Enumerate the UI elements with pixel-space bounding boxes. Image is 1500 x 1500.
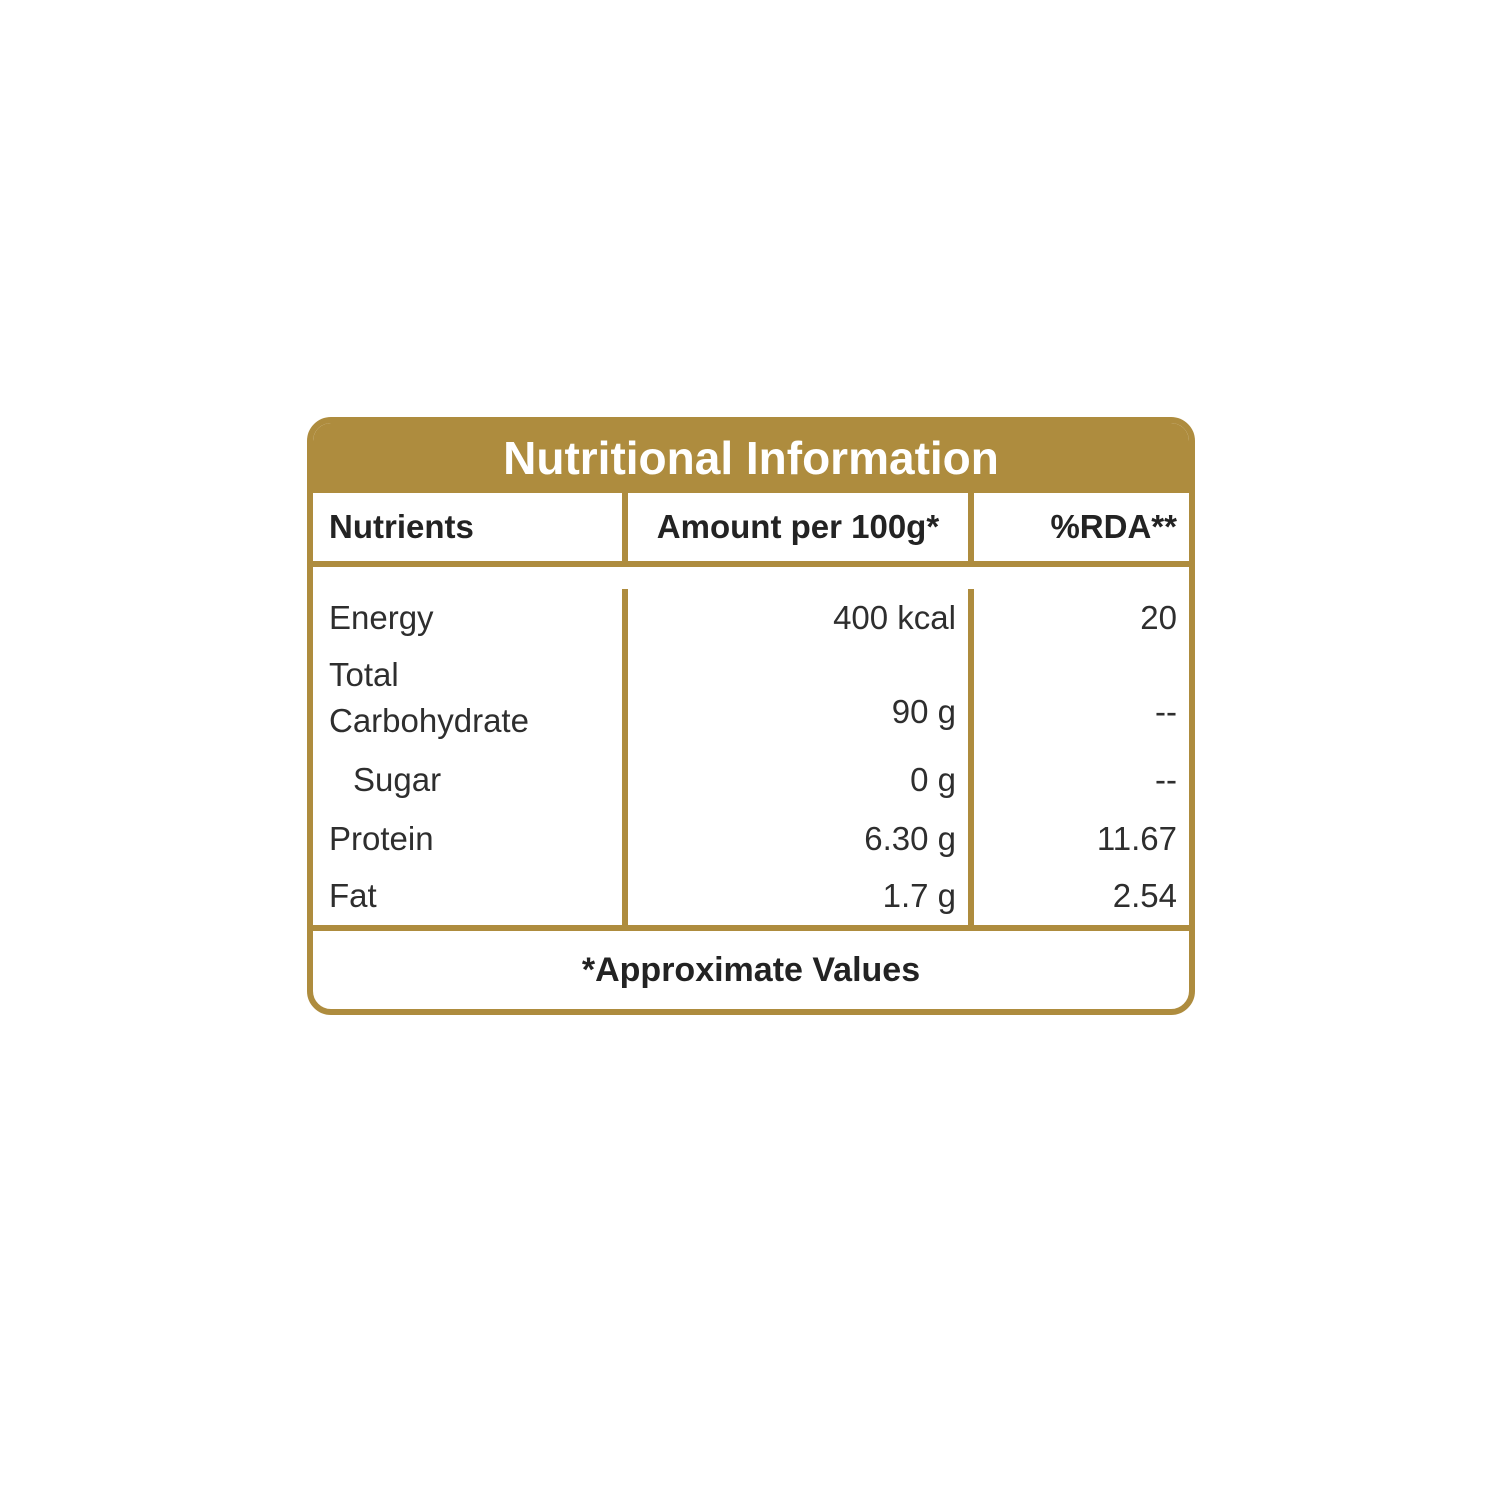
- amount-value: 1.7 g: [628, 867, 974, 925]
- nutrient-label: Fat: [313, 867, 628, 925]
- rda-value: 11.67: [974, 810, 1189, 867]
- table-row-protein: Protein 6.30 g 11.67: [313, 810, 1189, 868]
- table-row-sugar: Sugar 0 g --: [313, 749, 1189, 811]
- amount-value: 90 g: [628, 646, 974, 750]
- amount-text: 0 g: [910, 760, 956, 798]
- amount-text: 6.30 g: [864, 820, 956, 858]
- table-row-total-carbohydrate: Total Carbohydrate 90 g --: [313, 646, 1189, 750]
- nutrient-text: Energy: [329, 598, 434, 636]
- amount-text: 90 g: [891, 693, 956, 731]
- nutrient-text: Sugar: [353, 760, 442, 798]
- column-header-row: Nutrients Amount per 100g* %RDA**: [313, 493, 1189, 567]
- rda-value: 20: [974, 589, 1189, 646]
- table-body: Energy 400 kcal 20 Total Carbohydrate 90…: [313, 567, 1189, 931]
- nutrient-label: Protein: [313, 810, 628, 868]
- nutrient-text: Total Carbohydrate: [329, 655, 529, 739]
- column-header-rda: %RDA**: [1050, 508, 1177, 545]
- rda-text: 11.67: [1096, 820, 1177, 858]
- table-row-energy: Energy 400 kcal 20: [313, 589, 1189, 647]
- table-row-fat: Fat 1.7 g 2.54: [313, 867, 1189, 925]
- rda-value: 2.54: [974, 868, 1189, 925]
- nutrient-text: Protein: [329, 820, 434, 858]
- rda-value: --: [974, 749, 1189, 810]
- nutrient-label: Total Carbohydrate: [313, 646, 628, 750]
- nutrient-label: Sugar: [313, 749, 628, 811]
- amount-value: 400 kcal: [628, 589, 974, 647]
- amount-text: 400 kcal: [833, 598, 956, 636]
- rda-text: 2.54: [1112, 877, 1177, 915]
- nutrient-label: Energy: [313, 589, 628, 647]
- nutrient-text: Fat: [329, 877, 377, 915]
- amount-value: 6.30 g: [628, 810, 974, 868]
- column-header-nutrients: Nutrients: [313, 493, 628, 561]
- amount-text: 1.7 g: [882, 877, 956, 915]
- rda-value: --: [974, 646, 1189, 749]
- column-header-amount: Amount per 100g*: [628, 493, 974, 561]
- rda-text: 20: [1140, 598, 1177, 636]
- rda-text: --: [1155, 693, 1177, 731]
- approximate-values-footnote: *Approximate Values: [581, 950, 921, 989]
- amount-value: 0 g: [628, 749, 974, 811]
- card-title: Nutritional Information: [313, 423, 1189, 493]
- rda-text: --: [1155, 760, 1177, 798]
- nutrition-facts-card: Nutritional Information Nutrients Amount…: [307, 417, 1195, 1015]
